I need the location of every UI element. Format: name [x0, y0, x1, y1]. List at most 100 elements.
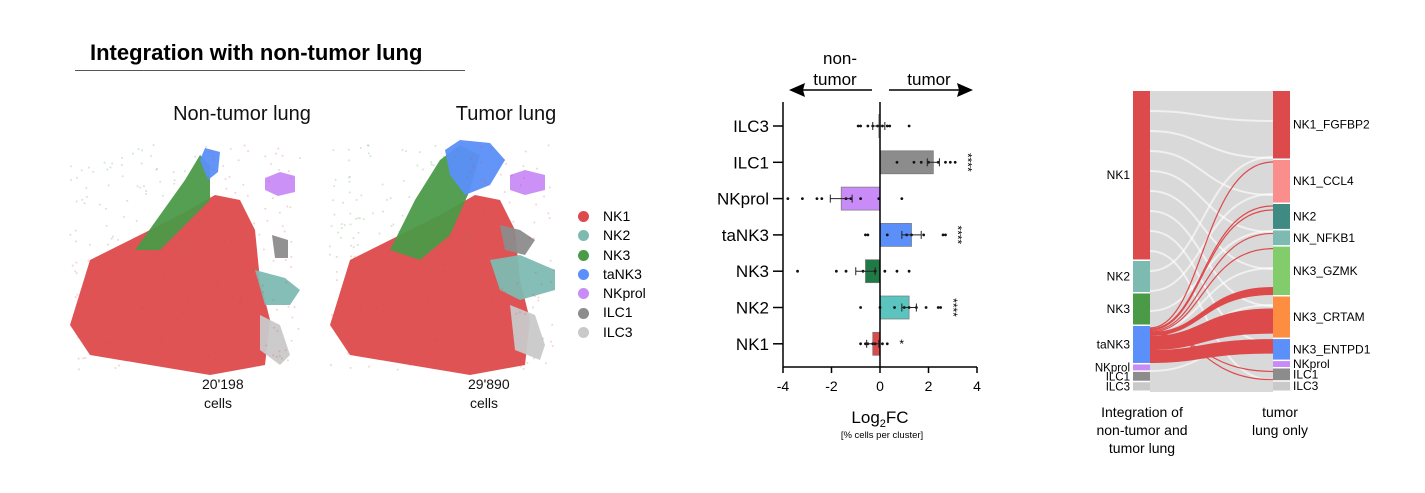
- umap-cell-point: [121, 175, 124, 178]
- umap-cell-point: [163, 276, 166, 279]
- data-point: [796, 269, 799, 273]
- umap-cell-point: [135, 219, 138, 222]
- umap-cell-point: [551, 323, 554, 326]
- umap-cell-point: [107, 184, 110, 187]
- umap-cell-point: [471, 166, 474, 169]
- umap-cell-point: [398, 230, 401, 233]
- umap-cell-point: [189, 354, 192, 357]
- umap-cell-point: [453, 155, 456, 158]
- umap-cell-point: [200, 346, 203, 349]
- umap-cell-point: [75, 176, 78, 179]
- umap-cell-point: [405, 150, 408, 153]
- umap-cell-point: [391, 316, 394, 319]
- umap-cell-point: [161, 341, 164, 344]
- umap-cell-point: [435, 179, 438, 182]
- umap-cell-point: [367, 144, 370, 147]
- taNK3-flow: [1149, 232, 1274, 332]
- umap-cell-point: [278, 211, 281, 214]
- umap-cell-point: [249, 329, 252, 332]
- umap-cell-point: [236, 205, 239, 208]
- sankey-left-label: NKprol: [1095, 362, 1130, 374]
- umap-cell-point: [470, 158, 473, 161]
- umap-cell-point: [145, 189, 148, 192]
- umap-cell-point: [177, 318, 180, 321]
- umap-cell-point: [231, 294, 234, 297]
- umap-cell-point: [239, 255, 242, 258]
- umap-cell-point: [526, 361, 529, 364]
- umap-cell-point: [452, 206, 455, 209]
- umap-cell-point: [456, 271, 459, 274]
- umap-cell-point: [136, 185, 139, 188]
- umap-cell-point: [215, 357, 218, 360]
- umap-cell-point: [501, 320, 504, 323]
- umap-cell-point: [479, 232, 482, 235]
- umap-cell-point: [479, 145, 482, 148]
- umap-cell-point: [161, 194, 164, 197]
- umap-cell-point: [464, 249, 467, 252]
- umap-cell-point: [152, 286, 155, 289]
- umap-cell-point: [278, 350, 281, 353]
- umap-cell-point: [219, 333, 222, 336]
- umap-cluster-tank3: [200, 148, 220, 180]
- umap-cell-point: [348, 159, 351, 162]
- legend-swatch: [578, 288, 589, 300]
- umap-cell-point: [430, 257, 433, 260]
- umap-cell-point: [275, 152, 278, 155]
- umap-cell-point: [401, 214, 404, 217]
- umap-cell-point: [491, 300, 494, 303]
- data-point: [866, 124, 870, 128]
- umap-cell-point: [286, 359, 289, 362]
- umap-cell-point: [367, 152, 370, 155]
- umap-cell-point: [116, 310, 119, 313]
- umap-cell-point: [420, 207, 423, 210]
- umap-title-tumor: Tumor lung: [455, 103, 557, 125]
- umap-cell-point: [194, 155, 197, 158]
- umap-cell-point: [403, 224, 406, 227]
- umap-cell-point: [211, 168, 214, 171]
- umap-cell-point: [105, 207, 108, 210]
- x-tick-label: 0: [876, 378, 884, 394]
- umap-cell-point: [549, 259, 552, 262]
- umap-cell-point: [432, 310, 435, 313]
- umap-cell-point: [114, 367, 117, 370]
- umap-cell-point: [469, 230, 472, 233]
- umap-cell-point: [201, 340, 204, 343]
- umap-cell-point: [551, 345, 554, 348]
- umap-cell-point: [429, 332, 432, 335]
- umap-cell-point: [224, 178, 227, 181]
- x-axis-label-part: 2: [880, 418, 886, 430]
- umap-cell-point: [196, 186, 199, 189]
- umap-cell-point: [187, 302, 190, 305]
- umap-cell-point: [434, 361, 437, 364]
- umap-cell-point: [460, 349, 463, 352]
- umap-cell-point: [204, 355, 207, 358]
- data-point: [866, 233, 870, 237]
- umap-cell-point: [75, 272, 78, 275]
- umap-cell-point: [150, 154, 153, 157]
- umap-cell-point: [230, 239, 233, 242]
- umap-cluster-ilc3: [260, 315, 290, 365]
- data-point: [864, 233, 867, 237]
- umap-cell-point: [381, 285, 384, 288]
- sankey-left-label: ILC1: [1106, 371, 1130, 383]
- umap-cell-point: [431, 196, 434, 199]
- umap-cell-point: [430, 163, 433, 166]
- umap-cell-point: [348, 191, 351, 194]
- umap-cell-point: [437, 197, 440, 200]
- umap-cell-point: [222, 338, 225, 341]
- umap-cluster-ilc3: [510, 305, 545, 360]
- umap-legend: NK1 NK2 NK3 taNK3 NKprol ILC1 ILC3: [578, 207, 646, 342]
- umap-cell-point: [92, 170, 95, 173]
- umap-cell-point: [284, 349, 287, 352]
- umap-cell-point: [334, 178, 337, 181]
- flow-line: [1149, 130, 1274, 159]
- flow-line: [1149, 110, 1274, 122]
- umap-cell-point: [359, 303, 362, 306]
- umap-cell-point: [159, 337, 162, 340]
- umap-cell-point: [141, 305, 144, 308]
- umap-cell-point: [133, 270, 136, 273]
- sankey-left-node: [1133, 260, 1150, 292]
- sankey-right-node: [1273, 361, 1290, 367]
- umap-cell-point: [289, 206, 292, 209]
- umap-cell-point: [503, 190, 506, 193]
